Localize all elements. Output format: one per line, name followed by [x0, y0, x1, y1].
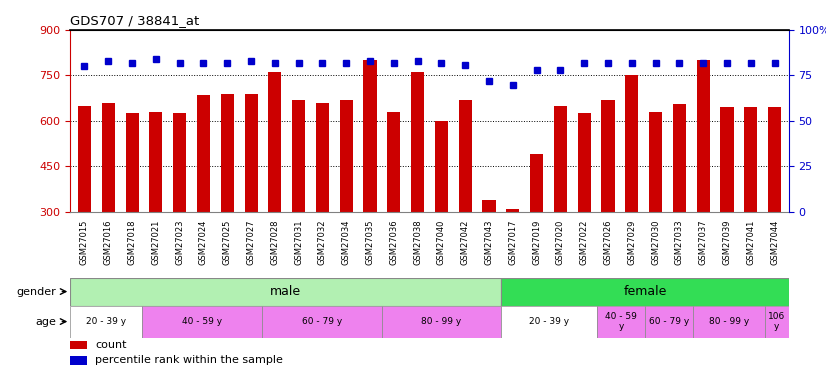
Text: percentile rank within the sample: percentile rank within the sample [95, 355, 282, 365]
Bar [382, 306, 501, 338]
Bar [262, 306, 382, 338]
Text: 80 - 99 y: 80 - 99 y [421, 317, 462, 326]
Text: 20 - 39 y: 20 - 39 y [86, 317, 126, 326]
Text: count: count [95, 340, 126, 350]
Bar [142, 306, 262, 338]
Bar [577, 113, 591, 212]
Bar [70, 341, 87, 350]
Bar [268, 72, 282, 212]
Bar [720, 107, 733, 212]
Bar [744, 107, 757, 212]
Bar [601, 100, 615, 212]
Bar [458, 100, 472, 212]
Text: 40 - 59
y: 40 - 59 y [605, 312, 637, 331]
Text: gender: gender [16, 286, 56, 297]
Bar [363, 60, 377, 212]
Text: 40 - 59 y: 40 - 59 y [182, 317, 222, 326]
Bar [292, 100, 305, 212]
Text: 80 - 99 y: 80 - 99 y [709, 317, 749, 326]
Bar [221, 94, 234, 212]
Text: 60 - 79 y: 60 - 79 y [649, 317, 689, 326]
Bar [501, 278, 789, 306]
Text: male: male [270, 285, 301, 298]
Bar [316, 103, 329, 212]
Bar [70, 278, 501, 306]
Bar [597, 306, 645, 338]
Bar [150, 112, 163, 212]
Text: 106
y: 106 y [768, 312, 786, 331]
Bar [645, 306, 693, 338]
Bar [434, 121, 448, 212]
Text: age: age [35, 316, 56, 327]
Bar [530, 154, 544, 212]
Bar [501, 306, 597, 338]
Bar [411, 72, 425, 212]
Text: 60 - 79 y: 60 - 79 y [301, 317, 342, 326]
Bar [765, 306, 789, 338]
Bar [102, 103, 115, 212]
Text: GDS707 / 38841_at: GDS707 / 38841_at [70, 15, 199, 27]
Bar [673, 104, 686, 212]
Bar [126, 113, 139, 212]
Bar [70, 306, 142, 338]
Bar [78, 106, 91, 212]
Bar [70, 356, 87, 364]
Bar [768, 107, 781, 212]
Bar [625, 75, 638, 212]
Bar [197, 95, 210, 212]
Text: female: female [624, 285, 667, 298]
Bar [244, 94, 258, 212]
Bar [693, 306, 765, 338]
Text: 20 - 39 y: 20 - 39 y [529, 317, 569, 326]
Bar [173, 113, 186, 212]
Bar [387, 112, 401, 212]
Bar [649, 112, 662, 212]
Bar [506, 209, 520, 212]
Bar [482, 200, 496, 212]
Bar [696, 60, 710, 212]
Bar [339, 100, 353, 212]
Bar [554, 106, 567, 212]
